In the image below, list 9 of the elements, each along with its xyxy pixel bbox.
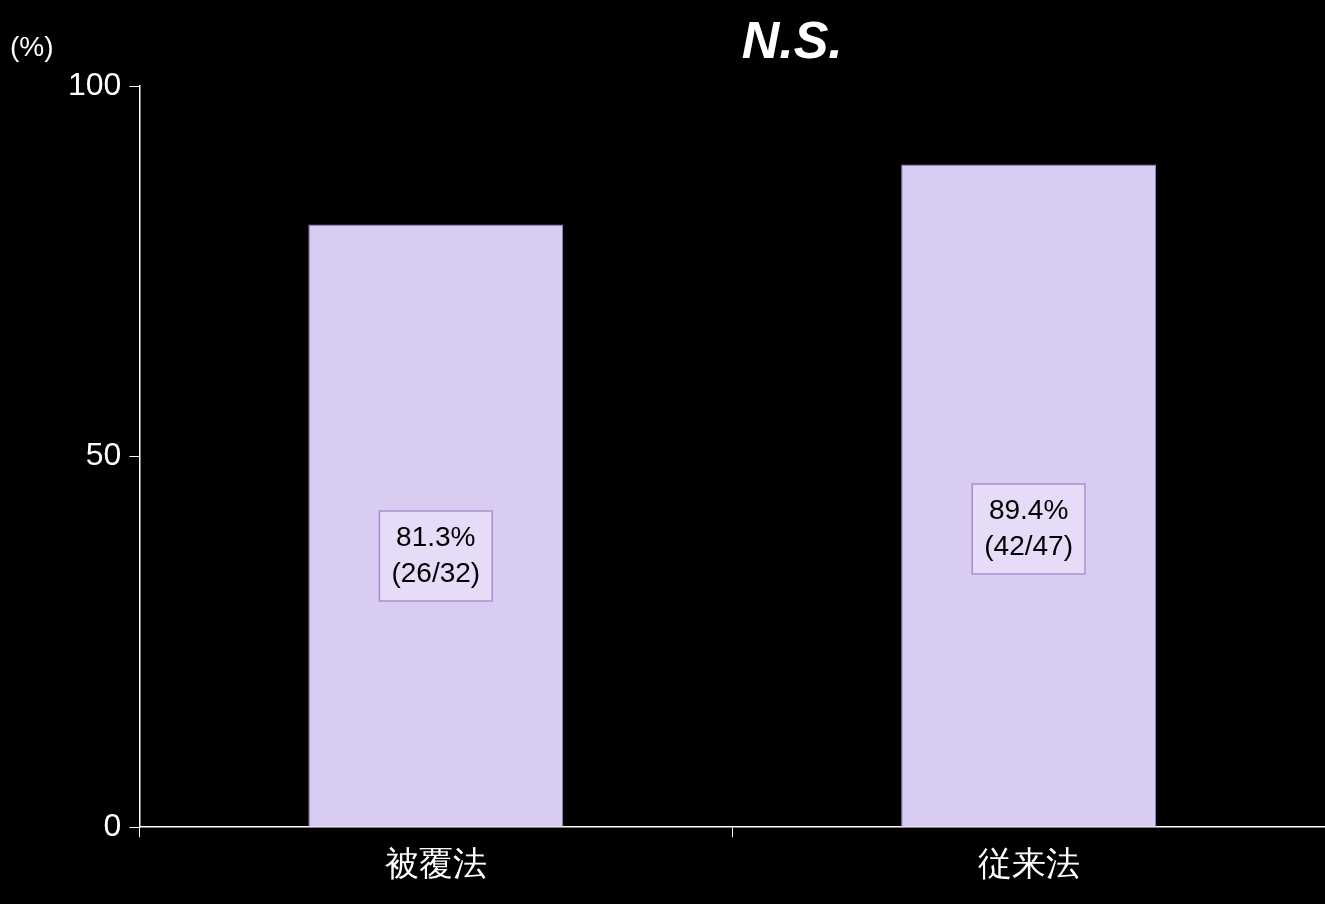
y-tick-label: 0	[103, 807, 122, 844]
data-label: 89.4% (42/47)	[984, 493, 1073, 561]
x-tick-label: 被覆法	[384, 843, 487, 882]
y-tick-label: 50	[85, 436, 122, 473]
x-tick-label: 従来法	[977, 843, 1080, 882]
y-tick-label: 100	[68, 65, 122, 102]
data-label: 81.3% (26/32)	[391, 520, 481, 588]
text: N.S.	[741, 11, 843, 70]
y-axis-title: (%)	[10, 30, 54, 62]
